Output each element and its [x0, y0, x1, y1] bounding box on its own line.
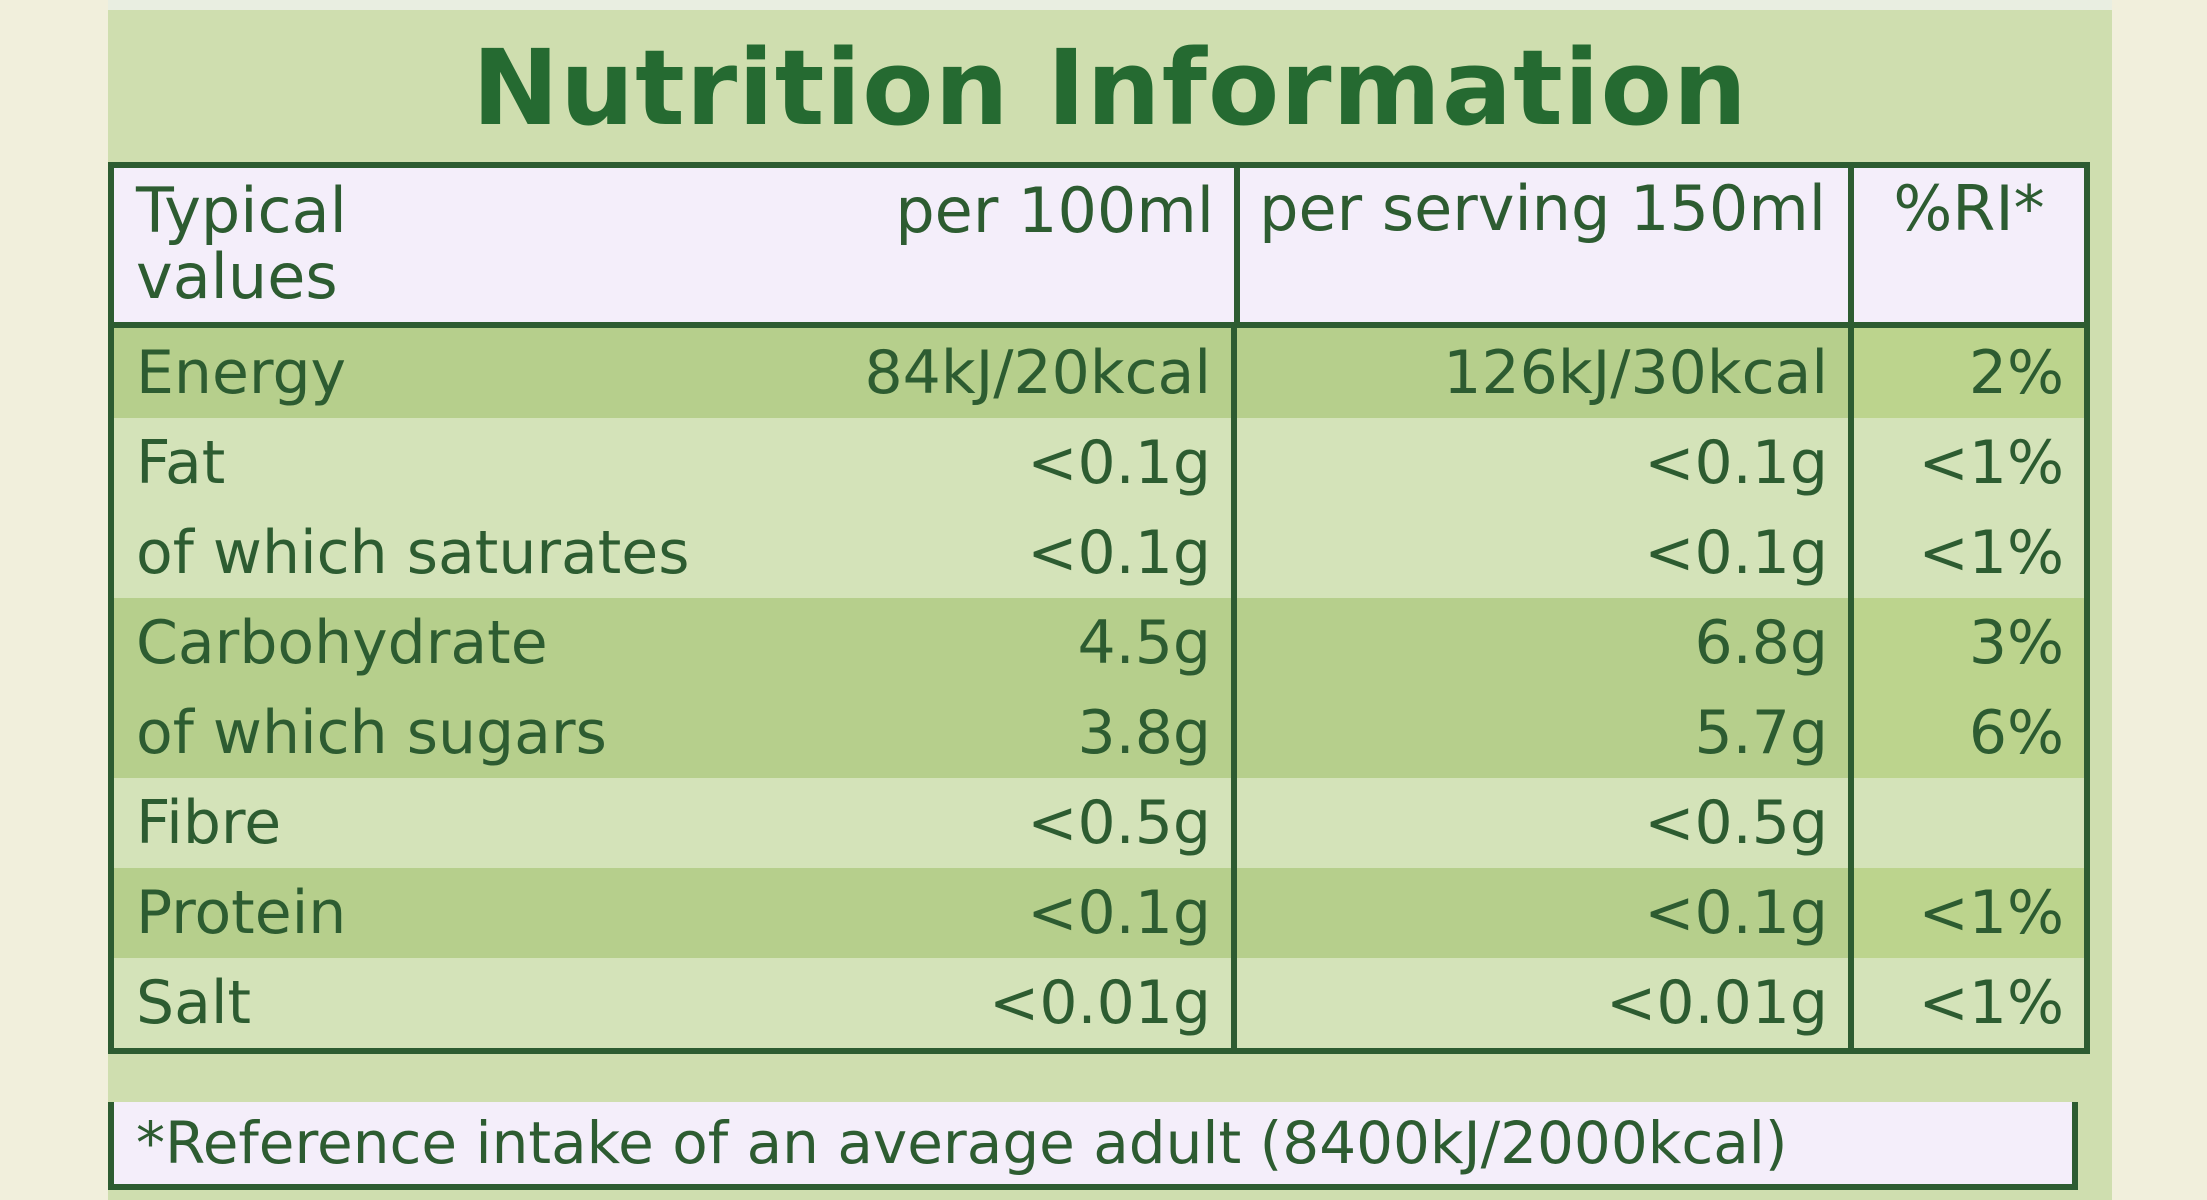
table-row: Energy 84kJ/20kcal 126kJ/30kcal 2%	[114, 325, 2084, 418]
per-100ml-value: <0.1g	[1027, 428, 1211, 498]
per-serving-value: <0.1g	[1237, 868, 1854, 958]
per-100ml-value: <0.1g	[1027, 518, 1211, 588]
nutrient-name: Fibre	[136, 788, 282, 858]
table-row: Fat <0.1g <0.1g <1%	[114, 418, 2084, 508]
ri-value: <1%	[1851, 868, 2084, 958]
nutrition-table-frame: Typical values per 100ml per serving 150…	[108, 162, 2090, 1054]
per-serving-value: <0.1g	[1237, 508, 1854, 598]
per-100ml-value: <0.01g	[989, 968, 1211, 1038]
nutrient-name: Protein	[136, 878, 347, 948]
per-100ml-value: 84kJ/20kcal	[864, 338, 1211, 408]
header-per-100ml: per 100ml	[895, 174, 1214, 247]
page-title: Nutrition Information	[472, 27, 1748, 149]
table-row: Carbohydrate 4.5g 6.8g 3%	[114, 598, 2084, 688]
per-100ml-value: <0.1g	[1027, 878, 1211, 948]
header-per-serving-cell: per serving 150ml	[1237, 168, 1854, 328]
nutrition-table: Typical values per 100ml per serving 150…	[114, 168, 2084, 1048]
ri-value: <1%	[1851, 418, 2084, 508]
header-ri: %RI*	[1851, 168, 2084, 328]
nutrient-name: Salt	[136, 968, 252, 1038]
row-name-value-cell: Energy 84kJ/20kcal	[114, 328, 1237, 418]
table-row: Salt <0.01g <0.01g <1%	[114, 958, 2084, 1048]
table-row: Fibre <0.5g <0.5g	[114, 778, 2084, 868]
row-name-value-cell: of which sugars 3.8g	[114, 688, 1237, 778]
table-row: of which sugars 3.8g 5.7g 6%	[114, 688, 2084, 778]
table-header-row: Typical values per 100ml per serving 150…	[114, 168, 2084, 328]
top-strip	[108, 0, 2112, 10]
row-name-value-cell: Carbohydrate 4.5g	[114, 598, 1237, 688]
header-typical-values: Typical values	[136, 174, 347, 313]
row-name-value-cell: Fibre <0.5g	[114, 778, 1237, 868]
ri-value: <1%	[1851, 508, 2084, 598]
nutrient-name: Carbohydrate	[136, 608, 548, 678]
table-row: of which saturates <0.1g <0.1g <1%	[114, 508, 2084, 598]
header-typical-per100: Typical values per 100ml	[114, 168, 1240, 328]
nutrient-name: of which sugars	[136, 698, 607, 768]
per-serving-value: 5.7g	[1237, 688, 1854, 778]
ri-value: 6%	[1851, 688, 2084, 778]
per-100ml-value: 3.8g	[1077, 698, 1211, 768]
per-serving-value: <0.1g	[1237, 418, 1854, 508]
ri-value: <1%	[1851, 958, 2084, 1048]
table-row: Protein <0.1g <0.1g <1%	[114, 868, 2084, 958]
ri-value: 2%	[1851, 325, 2084, 418]
per-100ml-value: 4.5g	[1077, 608, 1211, 678]
per-serving-value: 126kJ/30kcal	[1237, 325, 1854, 418]
per-serving-value: <0.5g	[1237, 778, 1854, 868]
per-serving-value: <0.01g	[1237, 958, 1854, 1048]
nutrient-name: of which saturates	[136, 518, 690, 588]
reference-intake-footnote: *Reference intake of an average adult (8…	[108, 1102, 2078, 1190]
nutrient-name: Fat	[136, 428, 226, 498]
per-100ml-value: <0.5g	[1027, 788, 1211, 858]
per-serving-value: 6.8g	[1237, 598, 1854, 688]
ri-value	[1851, 778, 2084, 868]
row-name-value-cell: Fat <0.1g	[114, 418, 1237, 508]
row-name-value-cell: Salt <0.01g	[114, 958, 1237, 1048]
header-per-serving: per serving 150ml	[1259, 172, 1826, 245]
row-name-value-cell: of which saturates <0.1g	[114, 508, 1237, 598]
row-name-value-cell: Protein <0.1g	[114, 868, 1237, 958]
nutrient-name: Energy	[136, 338, 347, 408]
ri-value: 3%	[1851, 598, 2084, 688]
